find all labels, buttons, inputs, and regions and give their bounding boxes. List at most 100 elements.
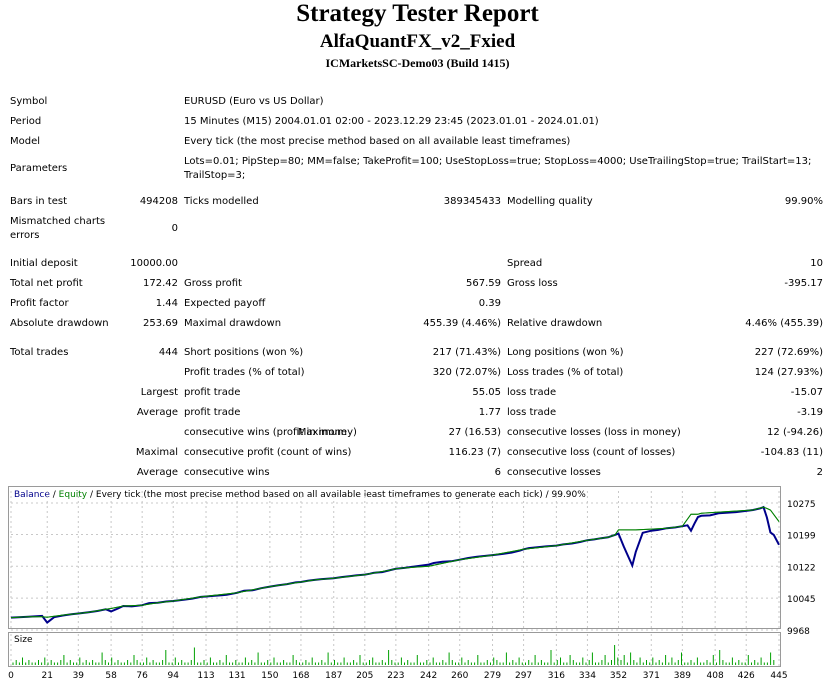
profit-trades-value: 320 (72.07%) xyxy=(432,367,501,378)
x-tick-label: 187 xyxy=(325,671,342,681)
spread-label: Spread xyxy=(507,258,543,269)
profit-factor-label: Profit factor xyxy=(10,298,69,309)
y-tick-label: 10199 xyxy=(787,531,816,541)
average-consecutive-wins-value: 6 xyxy=(494,467,501,478)
absolute-drawdown-value: 253.69 xyxy=(143,318,178,329)
x-tick-label: 21 xyxy=(42,671,53,681)
size-label: Size xyxy=(14,635,33,645)
gross-profit-value: 567.59 xyxy=(466,278,501,289)
x-tick-label: 316 xyxy=(548,671,565,681)
period-label: Period xyxy=(10,116,42,127)
y-tick-label: 10275 xyxy=(787,500,816,510)
bars-value: 494208 xyxy=(139,196,178,207)
average-loss-value: -3.19 xyxy=(797,407,823,418)
equity-line xyxy=(10,506,780,619)
deposit-value: 10000.00 xyxy=(130,258,178,269)
server-info: ICMarketsSC-Demo03 (Build 1415) xyxy=(325,56,510,70)
x-tick-label: 168 xyxy=(292,671,309,681)
ticks-value: 389345433 xyxy=(443,196,501,207)
average-label: Average xyxy=(136,407,178,418)
x-tick-label: 260 xyxy=(451,671,468,681)
x-tick-label: 205 xyxy=(356,671,373,681)
profit-trades-label: Profit trades (% of total) xyxy=(184,367,305,378)
x-tick-label: 242 xyxy=(420,671,437,681)
x-tick-label: 223 xyxy=(387,671,404,681)
gross-loss-value: -395.17 xyxy=(784,278,823,289)
mismatch-label-1: Mismatched charts xyxy=(10,216,106,227)
largest-loss-value: -15.07 xyxy=(790,387,823,398)
x-tick-label: 58 xyxy=(105,671,117,681)
long-positions-label: Long positions (won %) xyxy=(507,347,624,358)
max-consecutive-wins-label: consecutive wins (profit in money) xyxy=(184,427,357,438)
total-trades-value: 444 xyxy=(158,347,178,358)
profit-factor-value: 1.44 xyxy=(155,298,178,309)
balance-chart xyxy=(8,486,781,629)
x-tick-label: 0 xyxy=(8,671,14,681)
largest-loss-label: loss trade xyxy=(507,387,557,398)
x-tick-label: 76 xyxy=(136,671,148,681)
max-consecutive-losses-label: consecutive losses (loss in money) xyxy=(507,427,681,438)
net-profit-label: Total net profit xyxy=(10,278,83,289)
y-tick-label: 10045 xyxy=(787,595,816,605)
average-consecutive-losses-label: consecutive losses xyxy=(507,467,601,478)
gross-loss-label: Gross loss xyxy=(507,278,558,289)
expected-payoff-label: Expected payoff xyxy=(184,298,266,309)
x-tick-label: 389 xyxy=(674,671,691,681)
maximal-consecutive-profit-value: 116.23 (7) xyxy=(448,447,501,458)
average-loss-label: loss trade xyxy=(507,407,557,418)
average-consecutive-losses-value: 2 xyxy=(816,467,823,478)
x-tick-label: 131 xyxy=(228,671,245,681)
loss-trades-label: Loss trades (% of total) xyxy=(507,367,624,378)
absolute-drawdown-label: Absolute drawdown xyxy=(10,318,109,329)
short-positions-label: Short positions (won %) xyxy=(184,347,304,358)
expert-advisor-name: AlfaQuantFX_v2_Fxied xyxy=(319,31,516,52)
quality-label: Modelling quality xyxy=(507,196,593,207)
model-value: Every tick (the most precise method base… xyxy=(184,136,571,147)
quality-value: 99.90% xyxy=(784,196,823,207)
ticks-label: Ticks modelled xyxy=(184,196,259,207)
x-tick-label: 279 xyxy=(484,671,501,681)
deposit-label: Initial deposit xyxy=(10,258,78,269)
long-positions-value: 227 (72.69%) xyxy=(754,347,823,358)
chart-legend: Balance / Equity / Every tick (the most … xyxy=(14,489,586,501)
expected-payoff-value: 0.39 xyxy=(478,298,501,309)
parameters-line-2: TrailStop=3; xyxy=(184,170,246,181)
short-positions-value: 217 (71.43%) xyxy=(432,347,501,358)
y-tick-label: 10122 xyxy=(787,563,816,573)
period-value: 15 Minutes (M15) 2004.01.01 02:00 - 2023… xyxy=(184,116,599,127)
maximal-drawdown-value: 455.39 (4.46%) xyxy=(423,318,501,329)
maximal-label: Maximal xyxy=(135,447,178,458)
maximal-consecutive-loss-label: consecutive loss (count of losses) xyxy=(507,447,676,458)
loss-trades-value: 124 (27.93%) xyxy=(754,367,823,378)
legend-description: / Every tick (the most precise method ba… xyxy=(87,490,586,500)
legend-balance: Balance xyxy=(14,490,50,500)
legend-sep: / xyxy=(49,490,59,500)
max-consecutive-losses-value: 12 (-94.26) xyxy=(767,427,823,438)
x-tick-label: 150 xyxy=(261,671,278,681)
total-trades-label: Total trades xyxy=(10,347,69,358)
maximum-label: Maximum xyxy=(297,427,347,438)
x-tick-label: 352 xyxy=(610,671,627,681)
relative-drawdown-value: 4.46% (455.39) xyxy=(745,318,823,329)
average-profit-value: 1.77 xyxy=(478,407,501,418)
mismatch-label-2: errors xyxy=(10,230,40,241)
maximal-drawdown-label: Maximal drawdown xyxy=(184,318,282,329)
balance-line xyxy=(10,505,780,625)
x-tick-label: 445 xyxy=(770,671,787,681)
maximal-consecutive-loss-value: -104.83 (11) xyxy=(760,447,823,458)
max-consecutive-wins-value: 27 (16.53) xyxy=(448,427,501,438)
model-label: Model xyxy=(10,136,41,147)
x-tick-label: 113 xyxy=(197,671,214,681)
x-tick-label: 408 xyxy=(707,671,724,681)
spread-value: 10 xyxy=(810,258,823,269)
average-consecutive-wins-label: consecutive wins xyxy=(184,467,270,478)
equity-line-overlay xyxy=(10,506,780,619)
parameters-line-1: Lots=0.01; PipStep=80; MM=false; TakePro… xyxy=(184,156,812,167)
relative-drawdown-label: Relative drawdown xyxy=(507,318,603,329)
parameters-label: Parameters xyxy=(10,163,68,174)
volume-chart xyxy=(8,632,781,667)
symbol-value: EURUSD (Euro vs US Dollar) xyxy=(184,96,324,107)
x-tick-label: 371 xyxy=(643,671,660,681)
bars-label: Bars in test xyxy=(10,196,67,207)
